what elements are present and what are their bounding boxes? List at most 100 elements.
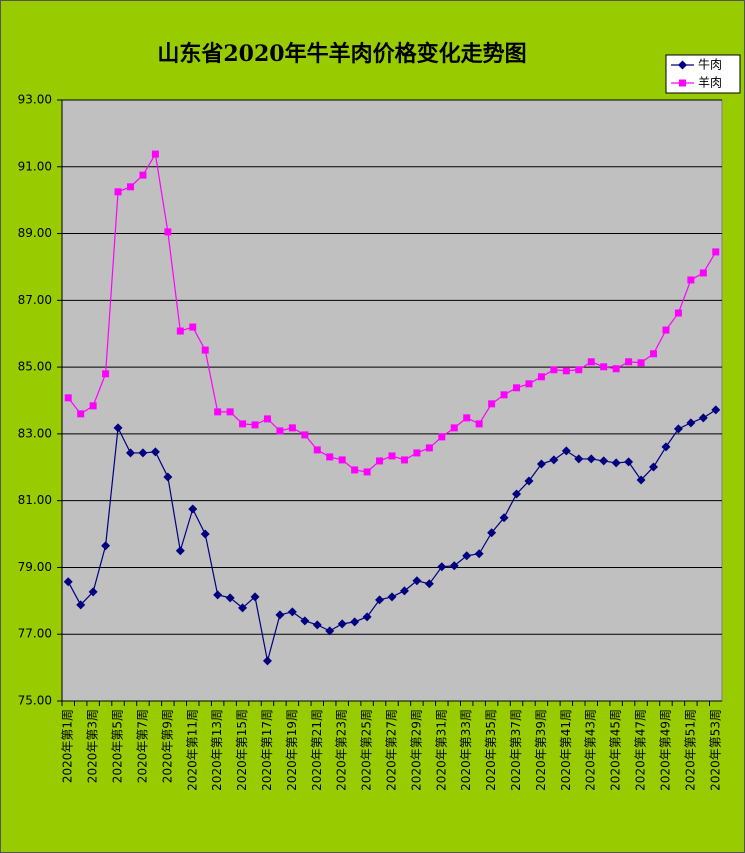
x-tick-label: 2020年第53周 (708, 709, 722, 791)
data-point (125, 448, 135, 458)
data-point (300, 616, 310, 626)
data-point (574, 454, 584, 464)
data-point (425, 444, 433, 452)
data-point (101, 541, 111, 551)
x-tick-label: 2020年第27周 (385, 709, 399, 791)
data-point (438, 433, 446, 441)
data-point (649, 462, 659, 472)
data-point (513, 384, 521, 392)
data-point (301, 431, 309, 439)
data-point (462, 551, 472, 561)
x-tick-label: 2020年第37周 (509, 709, 523, 791)
data-point (388, 452, 396, 460)
data-point (524, 476, 534, 486)
x-tick-label: 2020年第11周 (185, 709, 199, 791)
data-point (673, 424, 683, 434)
data-point (250, 592, 260, 602)
legend-marker (679, 79, 686, 87)
data-point (686, 418, 696, 428)
data-point (275, 610, 285, 620)
x-tick-label: 2020年第9周 (160, 709, 174, 783)
data-point (437, 562, 447, 572)
data-point (536, 459, 546, 469)
data-point (175, 546, 185, 556)
x-tick-label: 2020年第17周 (260, 709, 274, 791)
data-point (76, 600, 86, 610)
data-point (661, 442, 671, 452)
data-point (225, 593, 235, 603)
data-point (376, 457, 384, 465)
x-tick-label: 2020年第23周 (335, 709, 349, 791)
x-tick-label: 2020年第45周 (609, 709, 623, 791)
x-tick-label: 2020年第51周 (683, 709, 697, 791)
data-point (650, 350, 658, 358)
data-point (561, 446, 571, 456)
data-point (77, 410, 85, 418)
data-point (662, 326, 670, 334)
x-tick-label: 2020年第19周 (285, 709, 299, 791)
data-point (637, 359, 645, 367)
data-point (214, 408, 222, 416)
data-point (251, 421, 259, 429)
data-point (363, 468, 371, 476)
data-point (102, 370, 110, 378)
data-point (399, 586, 409, 596)
data-point (114, 188, 122, 196)
data-point (424, 579, 434, 589)
data-point (113, 423, 123, 433)
x-tick-label: 2020年第49周 (658, 709, 672, 791)
legend (665, 54, 741, 94)
y-tick-label: 91.00 (18, 159, 52, 173)
data-point (350, 617, 360, 627)
data-point (375, 595, 385, 605)
data-point (200, 529, 210, 539)
x-tick-label: 2020年第43周 (584, 709, 598, 791)
data-point (351, 466, 359, 474)
x-tick-label: 2020年第5周 (111, 709, 125, 783)
data-point (674, 309, 682, 317)
data-point (624, 457, 634, 467)
data-point (562, 367, 570, 375)
x-tick-label: 2020年第3周 (86, 709, 100, 783)
y-tick-label: 87.00 (18, 293, 52, 307)
data-point (550, 366, 558, 374)
data-point (163, 472, 173, 482)
data-point (412, 576, 422, 586)
data-point (139, 171, 147, 179)
data-point (599, 456, 609, 466)
x-tick-label: 2020年第31周 (434, 709, 448, 791)
data-point (537, 373, 545, 381)
data-point (475, 420, 483, 428)
data-point (474, 549, 484, 559)
x-tick-label: 2020年第39周 (534, 709, 548, 791)
data-point (362, 612, 372, 622)
data-point (587, 358, 595, 366)
data-point (150, 447, 160, 457)
x-tick-label: 2020年第13周 (210, 709, 224, 791)
data-point (698, 413, 708, 423)
data-point (500, 391, 508, 399)
data-point (276, 427, 284, 435)
data-point (499, 513, 509, 523)
data-point (586, 454, 596, 464)
y-tick-label: 81.00 (18, 493, 52, 507)
data-point (213, 590, 223, 600)
data-point (239, 420, 247, 428)
data-point (400, 456, 408, 464)
data-point (463, 414, 471, 422)
chart-title: 山东省2020年牛羊肉价格变化走势图 (157, 41, 526, 67)
data-point (238, 603, 248, 613)
y-tick-label: 79.00 (18, 560, 52, 574)
data-point (512, 489, 522, 499)
data-point (126, 183, 134, 191)
data-point (226, 408, 234, 416)
data-point (188, 504, 198, 514)
data-point (189, 323, 197, 331)
legend-label: 牛肉 (698, 57, 722, 72)
data-point (338, 456, 346, 464)
x-tick-label: 2020年第1周 (61, 709, 75, 783)
y-tick-label: 93.00 (18, 93, 52, 107)
data-point (288, 424, 296, 432)
x-tick-label: 2020年第21周 (310, 709, 324, 791)
